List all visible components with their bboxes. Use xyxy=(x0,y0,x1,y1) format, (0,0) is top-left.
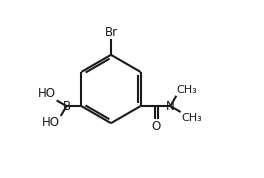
Text: Br: Br xyxy=(104,26,117,39)
Text: HO: HO xyxy=(42,116,60,129)
Text: HO: HO xyxy=(38,87,56,100)
Text: CH₃: CH₃ xyxy=(177,85,197,95)
Text: O: O xyxy=(152,120,161,133)
Text: B: B xyxy=(62,100,70,112)
Text: CH₃: CH₃ xyxy=(181,112,202,123)
Text: N: N xyxy=(166,100,175,112)
